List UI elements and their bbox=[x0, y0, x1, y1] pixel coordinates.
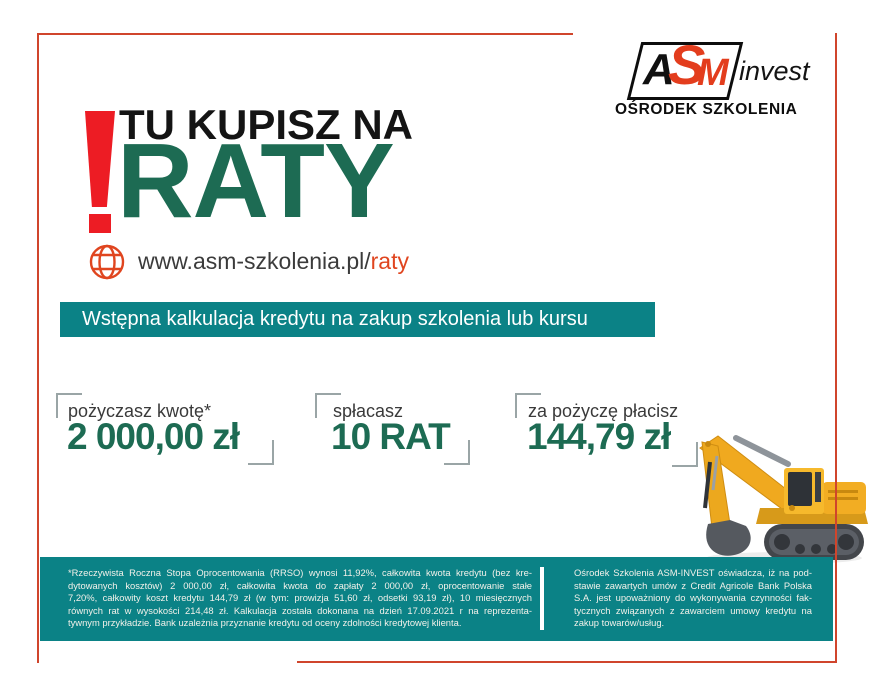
offer-value-installments: 10 RAT bbox=[331, 416, 451, 457]
frame-border-right bbox=[835, 33, 837, 663]
exclamation-mark-icon bbox=[85, 111, 115, 207]
offer-value-amount: 2 000,00 zł bbox=[67, 416, 240, 457]
bracket-topleft-1 bbox=[56, 393, 82, 418]
frame-border-bottom bbox=[297, 661, 837, 663]
offer-label-cost: za pożyczę płacisz bbox=[528, 401, 679, 421]
bracket-bottomright-3 bbox=[672, 442, 698, 467]
bracket-bottomright-2 bbox=[444, 440, 470, 465]
disclaimer-line: tycznych związanych z zawarciem umowy kr… bbox=[574, 604, 812, 616]
website-url[interactable]: www.asm-szkolenia.pl/raty bbox=[138, 247, 409, 277]
logo-invest-text: invest bbox=[739, 56, 810, 86]
bracket-bottomright-1 bbox=[248, 440, 274, 465]
disclaimer-left-block: *Rzeczywista Roczna Stopa Oprocentowania… bbox=[68, 567, 532, 630]
disclaimer-line: tywnym przykładzie. Bank uzależnia przyz… bbox=[68, 617, 462, 628]
frame-border-top bbox=[37, 33, 573, 35]
asm-invest-logo: A S M invest OŚRODEK SZKOLENIA bbox=[612, 33, 817, 122]
logo-letter-m: M bbox=[697, 52, 729, 94]
disclaimer-line: zakup towarów/usług. bbox=[574, 617, 665, 628]
logo-letter-s: S bbox=[668, 33, 706, 96]
footer-disclaimer-box: *Rzeczywista Roczna Stopa Oprocentowania… bbox=[40, 557, 833, 641]
offer-label-installments: spłacasz bbox=[333, 401, 404, 421]
website-url-highlight: raty bbox=[370, 248, 409, 274]
excavator-illustration bbox=[699, 435, 868, 564]
logo-letter-a: A bbox=[643, 45, 675, 94]
disclaimer-right-block: Ośrodek Szkolenia ASM-INVEST oświadcza, … bbox=[574, 567, 812, 630]
offer-label-amount: pożyczasz kwotę* bbox=[68, 401, 212, 421]
headline-top-text: TU KUPISZ NA bbox=[119, 101, 413, 148]
disclaimer-line: S.A. jest upoważniony do wykonywania czy… bbox=[574, 592, 812, 603]
calculation-banner: Wstępna kalkulacja kredytu na zakup szko… bbox=[60, 302, 655, 337]
disclaimer-line: równych rat w wysokości 214,48 zł. Kalku… bbox=[68, 604, 532, 616]
logo-subtitle: OŚRODEK SZKOLENIA bbox=[615, 101, 798, 118]
bracket-topleft-3 bbox=[515, 393, 541, 418]
disclaimer-line: 7,20%, całkowity koszt kredytu 144,79 zł… bbox=[68, 592, 532, 603]
exclamation-mark-dot bbox=[89, 214, 111, 233]
footer-divider bbox=[540, 567, 544, 630]
globe-icon bbox=[89, 244, 125, 280]
website-url-base: www.asm-szkolenia.pl/ bbox=[138, 248, 371, 274]
disclaimer-line: dytowanych kosztów) 2 000,00 zł, całkowi… bbox=[68, 579, 532, 591]
disclaimer-line: *Rzeczywista Roczna Stopa Oprocentowania… bbox=[68, 567, 532, 578]
headline-main-text: RATY bbox=[117, 122, 395, 240]
offer-value-cost: 144,79 zł bbox=[527, 416, 671, 457]
disclaimer-line: Ośrodek Szkolenia ASM-INVEST oświadcza, … bbox=[574, 567, 812, 578]
disclaimer-line: stawie zawartych umów z Credit Agricole … bbox=[574, 579, 812, 591]
frame-border-left bbox=[37, 33, 39, 663]
bracket-topleft-2 bbox=[315, 393, 341, 418]
